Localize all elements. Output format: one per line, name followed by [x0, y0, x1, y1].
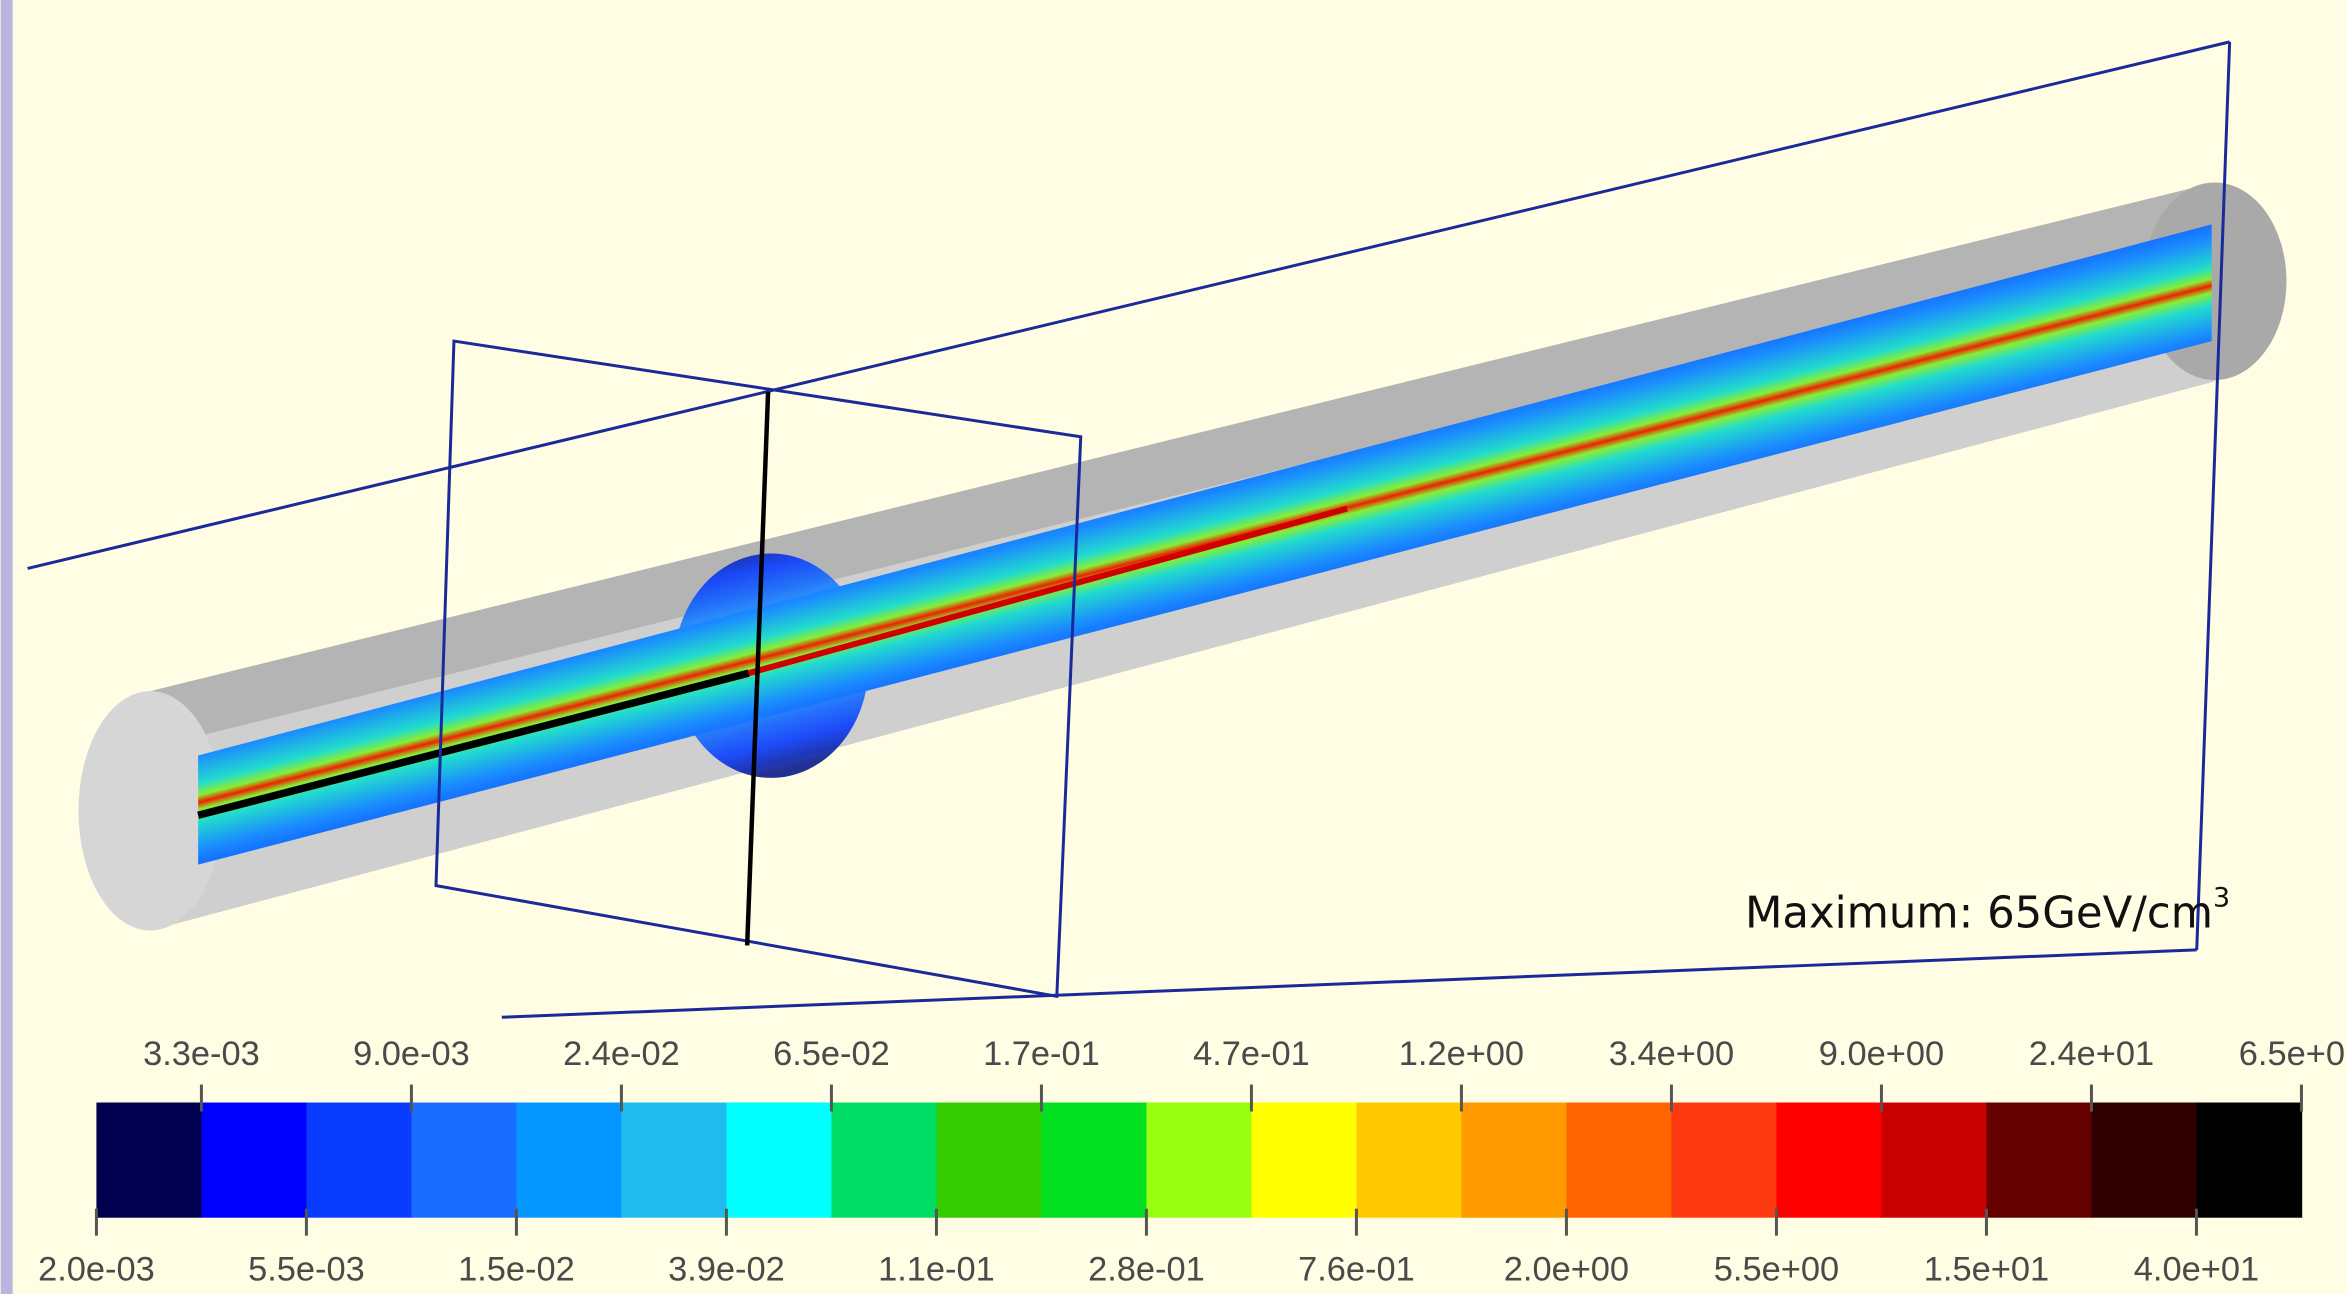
color-swatch — [411, 1103, 517, 1218]
color-swatch — [1671, 1103, 1777, 1218]
top-label: 9.0e-03 — [353, 1035, 470, 1073]
bottom-label: 3.9e-02 — [668, 1251, 785, 1289]
color-swatch — [1041, 1103, 1147, 1218]
top-label: 3.3e-03 — [143, 1035, 260, 1073]
color-swatch — [1461, 1103, 1567, 1218]
top-label: 2.4e+01 — [2029, 1035, 2154, 1073]
top-label: 1.7e-01 — [983, 1035, 1100, 1073]
superscript: 3 — [2213, 883, 2230, 914]
top-label: 1.2e+00 — [1399, 1035, 1524, 1073]
color-swatch — [516, 1103, 622, 1218]
top-label: 3.4e+00 — [1609, 1035, 1734, 1073]
color-swatch — [306, 1103, 412, 1218]
bottom-label: 1.5e+01 — [1924, 1251, 2049, 1289]
bottom-label: 1.5e-02 — [458, 1251, 575, 1289]
top-label: 6.5e+01 — [2239, 1035, 2347, 1073]
color-swatch — [201, 1103, 307, 1218]
color-swatch — [1146, 1103, 1252, 1218]
color-swatch — [96, 1103, 202, 1218]
side-strip — [1, 0, 13, 1294]
color-swatch — [1986, 1103, 2092, 1218]
energy-beam — [198, 224, 2212, 864]
bottom-label: 2.0e+00 — [1504, 1251, 1629, 1289]
bottom-label: 7.6e-01 — [1298, 1251, 1415, 1289]
maximum-text: Maximum: 65GeV/cm — [1745, 888, 2213, 938]
slide: Maximum: 65GeV/cm3 3.3e-03 9.0e-03 2.4e-02… — [0, 0, 2347, 1294]
bottom-label: 1.1e-01 — [878, 1251, 995, 1289]
color-swatch — [1566, 1103, 1672, 1218]
top-label: 6.5e-02 — [773, 1035, 890, 1073]
render — [28, 42, 2287, 1017]
bottom-label: 4.0e+01 — [2134, 1251, 2259, 1289]
page: {"annotation": {"text": "Maximum: 65GeV/… — [0, 0, 2347, 1294]
color-swatch — [1776, 1103, 1882, 1218]
bottom-label: 2.0e-03 — [38, 1251, 155, 1289]
top-label: 9.0e+00 — [1819, 1035, 1944, 1073]
color-swatch — [726, 1103, 832, 1218]
color-swatch — [2196, 1103, 2302, 1218]
color-swatch — [1881, 1103, 1987, 1218]
colorbar: 3.3e-03 9.0e-03 2.4e-02 6.5e-02 1.7e-01 4.7e-… — [38, 1035, 2347, 1288]
top-label: 4.7e-01 — [1193, 1035, 1310, 1073]
color-swatch — [831, 1103, 937, 1218]
color-swatch — [2091, 1103, 2197, 1218]
color-swatch — [1356, 1103, 1462, 1218]
color-swatch — [1251, 1103, 1357, 1218]
bottom-label: 5.5e+00 — [1714, 1251, 1839, 1289]
color-swatch — [621, 1103, 727, 1218]
maximum-note: Maximum: 65GeV/cm3 — [1745, 883, 2230, 939]
bottom-label: 5.5e-03 — [248, 1251, 365, 1289]
color-swatch — [936, 1103, 1042, 1218]
top-label: 2.4e-02 — [563, 1035, 680, 1073]
bottom-label: 2.8e-01 — [1088, 1251, 1205, 1289]
